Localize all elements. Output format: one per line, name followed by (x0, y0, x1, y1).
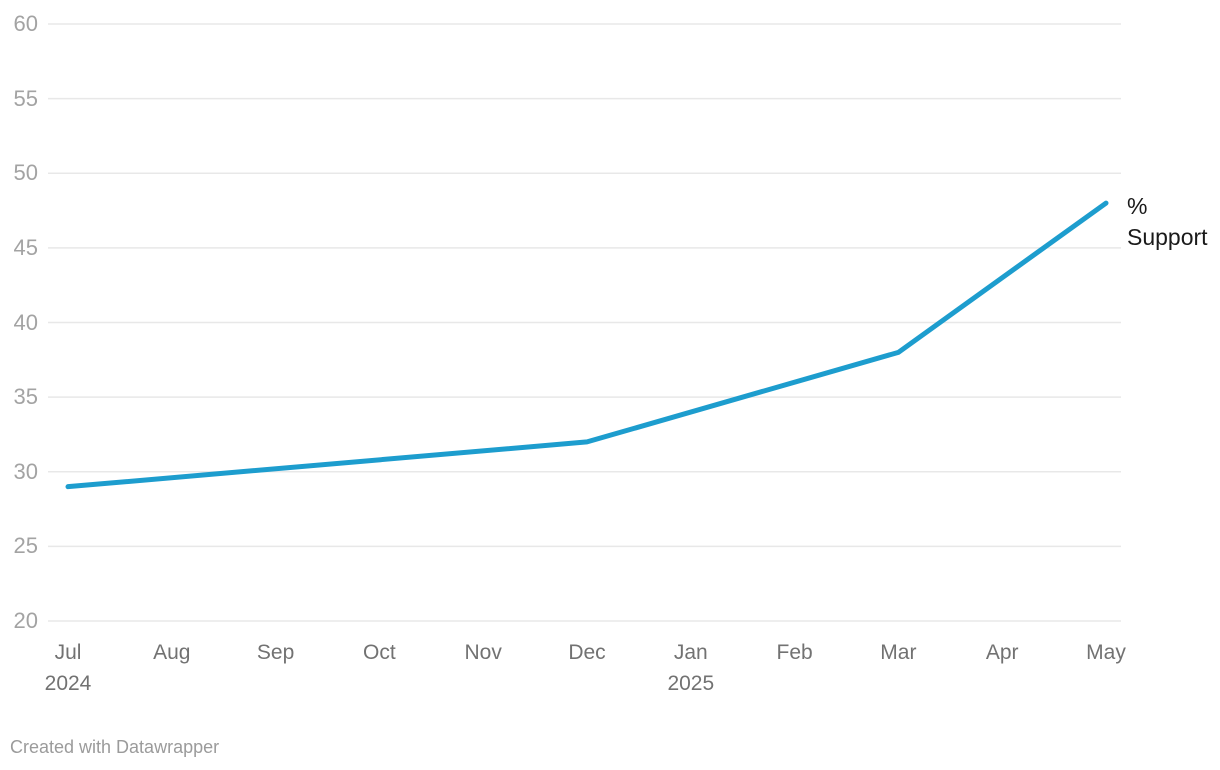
x-tick-year: 2025 (667, 672, 715, 695)
y-axis-tick-label: 40 (13, 309, 38, 335)
y-axis-tick-label: 35 (13, 384, 38, 410)
x-axis-tick-label: Jul 2024 (3, 637, 133, 699)
y-axis-tick-label: 50 (13, 160, 38, 186)
series-label: % Support (1127, 191, 1208, 253)
x-tick-month: Jan (673, 641, 708, 664)
x-tick-month: Feb (776, 641, 813, 664)
datawrapper-credit-link[interactable]: Created with Datawrapper (10, 737, 220, 757)
x-axis-tick-label: Dec (522, 637, 652, 668)
y-axis-tick-label: 60 (13, 11, 38, 36)
y-axis-tick-label: 45 (13, 234, 38, 260)
x-axis-tick-label: Mar (833, 637, 963, 668)
x-axis-tick-label: Sep (211, 637, 341, 668)
x-axis-tick-label: Aug (107, 637, 237, 668)
x-tick-month: Nov (464, 641, 502, 664)
x-axis-tick-label: May (1041, 637, 1171, 668)
y-axis-tick-label: 30 (13, 458, 38, 484)
x-axis-tick-label: Feb (730, 637, 860, 668)
x-tick-month: Jul (54, 641, 82, 664)
x-tick-month: Oct (363, 641, 396, 664)
x-axis-tick-label: Nov (418, 637, 548, 668)
x-tick-month: Aug (153, 641, 191, 664)
x-axis-tick-label: Apr (937, 637, 1067, 668)
x-tick-year: 2024 (44, 672, 92, 695)
x-tick-month: Apr (985, 641, 1019, 664)
series-label-line2: Support (1127, 224, 1208, 250)
x-tick-month: Dec (568, 641, 606, 664)
x-axis-tick-label: Oct (314, 637, 444, 668)
support-line (65, 200, 1109, 490)
series-label-line1: % (1127, 193, 1148, 219)
x-axis-tick-label: Jan 2025 (626, 637, 756, 699)
y-axis-tick-label: 55 (13, 85, 38, 111)
x-tick-month: May (1086, 641, 1126, 664)
x-tick-month: Sep (256, 641, 295, 664)
y-axis-tick-label: 25 (13, 533, 38, 559)
y-axis-tick-label: 20 (13, 608, 38, 633)
x-tick-month: Mar (880, 641, 917, 664)
